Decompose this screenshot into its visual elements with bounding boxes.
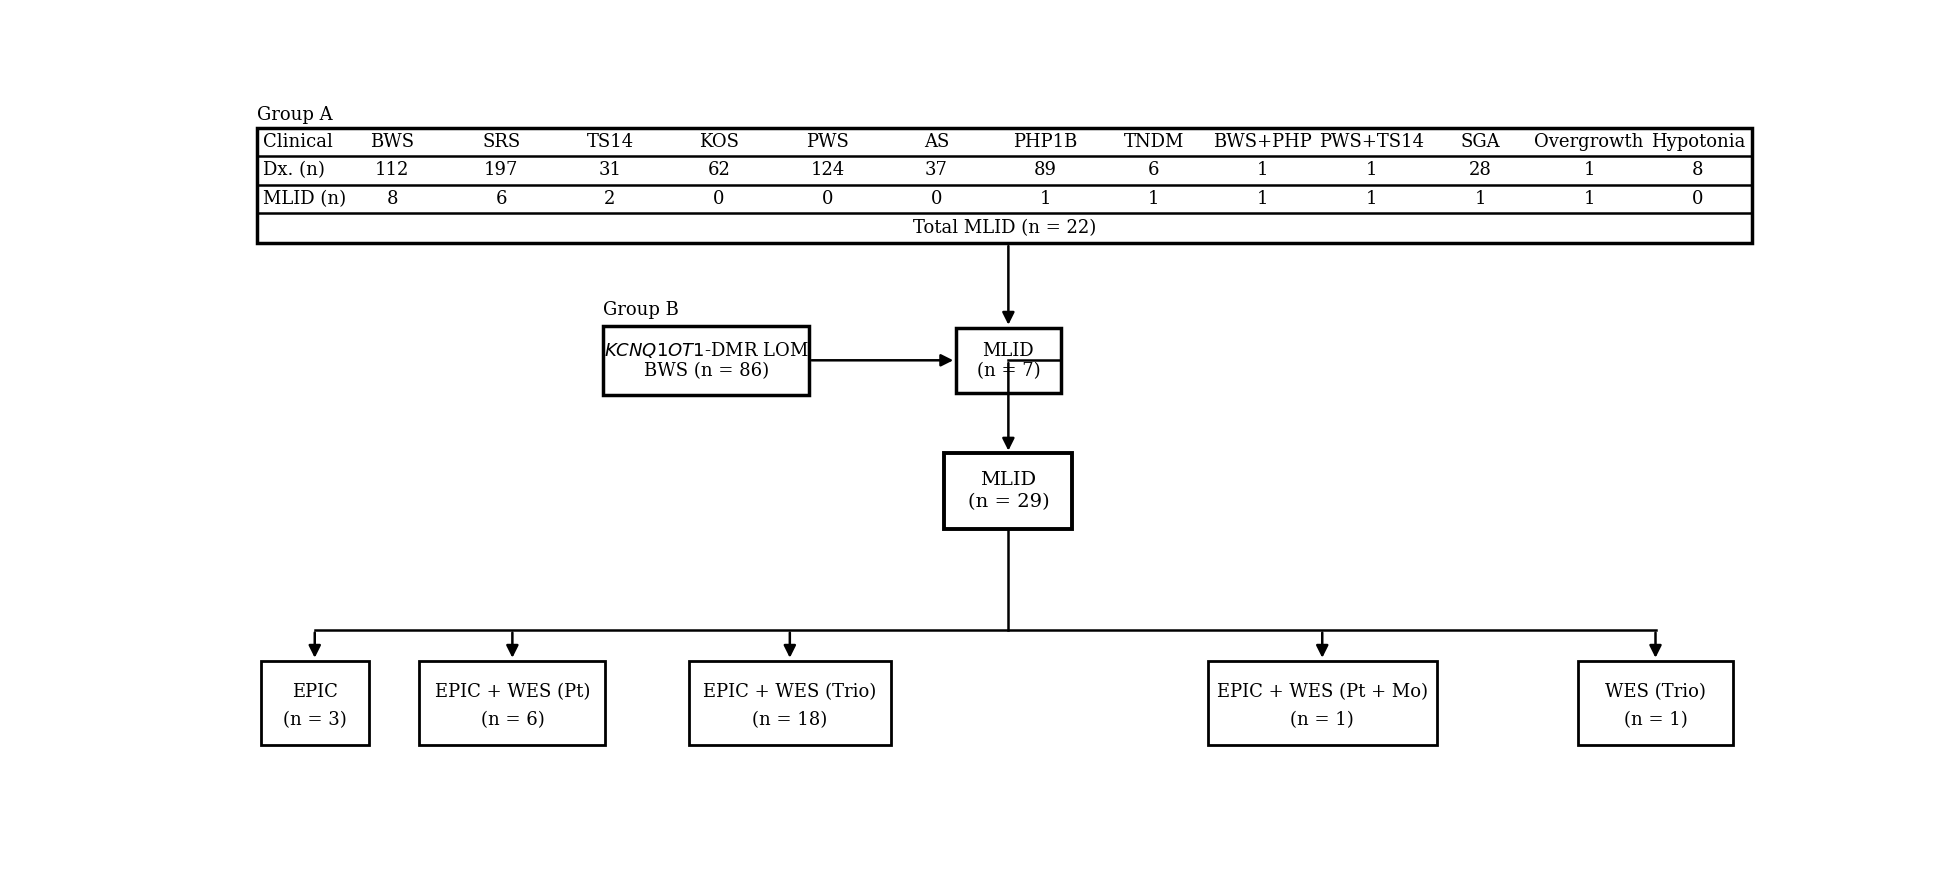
Text: 6: 6 [1149,161,1160,180]
Text: TS14: TS14 [586,133,633,151]
Text: 1: 1 [1149,190,1160,208]
Text: EPIC + WES (Trio): EPIC + WES (Trio) [704,683,876,701]
Text: WES (Trio): WES (Trio) [1605,683,1705,701]
Text: BWS (n = 86): BWS (n = 86) [643,362,768,380]
Text: 6: 6 [496,190,508,208]
Text: 1: 1 [1584,190,1595,208]
Text: Dx. (n): Dx. (n) [263,161,325,180]
Text: 0: 0 [931,190,943,208]
Text: 197: 197 [484,161,517,180]
Text: Clinical: Clinical [263,133,333,151]
Text: 1: 1 [1584,161,1595,180]
Text: Group A: Group A [257,106,333,124]
Text: (n = 18): (n = 18) [753,711,827,729]
Text: 0: 0 [1691,190,1703,208]
Text: PHP1B: PHP1B [1013,133,1078,151]
Text: TNDM: TNDM [1123,133,1184,151]
Text: 1: 1 [1474,190,1486,208]
Text: (n = 6): (n = 6) [480,711,545,729]
Text: (n = 3): (n = 3) [282,711,347,729]
Text: BWS: BWS [370,133,414,151]
Text: 0: 0 [821,190,833,208]
Text: EPIC + WES (Pt): EPIC + WES (Pt) [435,683,590,701]
Text: (n = 1): (n = 1) [1290,711,1354,729]
FancyBboxPatch shape [1207,660,1437,745]
FancyBboxPatch shape [419,660,606,745]
Text: Hypotonia: Hypotonia [1650,133,1744,151]
Text: SRS: SRS [482,133,519,151]
Text: 37: 37 [925,161,949,180]
Text: $\it{KCNQ1OT1}$-DMR LOM: $\it{KCNQ1OT1}$-DMR LOM [604,340,808,359]
Text: Total MLID (n = 22): Total MLID (n = 22) [913,219,1096,237]
Text: 62: 62 [708,161,731,180]
Text: MLID: MLID [980,472,1037,489]
Text: 1: 1 [1039,190,1051,208]
Text: BWS+PHP: BWS+PHP [1213,133,1311,151]
Text: MLID: MLID [982,342,1035,360]
Text: PWS: PWS [806,133,849,151]
FancyBboxPatch shape [1578,660,1733,745]
Text: EPIC: EPIC [292,683,337,701]
Text: SGA: SGA [1460,133,1499,151]
Text: PWS+TS14: PWS+TS14 [1319,133,1425,151]
FancyBboxPatch shape [690,660,890,745]
Text: 1: 1 [1366,190,1378,208]
Text: 2: 2 [604,190,615,208]
Text: (n = 7): (n = 7) [976,362,1041,380]
Text: 124: 124 [811,161,845,180]
FancyBboxPatch shape [261,660,368,745]
Text: 89: 89 [1033,161,1056,180]
Text: 28: 28 [1468,161,1492,180]
FancyBboxPatch shape [604,326,809,395]
Text: Group B: Group B [604,302,680,319]
Text: 8: 8 [386,190,398,208]
Text: Overgrowth: Overgrowth [1535,133,1644,151]
Text: (n = 1): (n = 1) [1623,711,1688,729]
FancyBboxPatch shape [956,327,1060,393]
Text: 1: 1 [1256,190,1268,208]
Text: 8: 8 [1691,161,1703,180]
Text: 31: 31 [598,161,621,180]
Text: 1: 1 [1256,161,1268,180]
Text: MLID (n): MLID (n) [263,190,347,208]
Text: 1: 1 [1366,161,1378,180]
Text: AS: AS [923,133,949,151]
Text: KOS: KOS [700,133,739,151]
Text: EPIC + WES (Pt + Mo): EPIC + WES (Pt + Mo) [1217,683,1427,701]
FancyBboxPatch shape [257,127,1752,243]
Text: 0: 0 [713,190,725,208]
Text: (n = 29): (n = 29) [968,493,1049,511]
FancyBboxPatch shape [945,453,1072,529]
Text: 112: 112 [374,161,410,180]
